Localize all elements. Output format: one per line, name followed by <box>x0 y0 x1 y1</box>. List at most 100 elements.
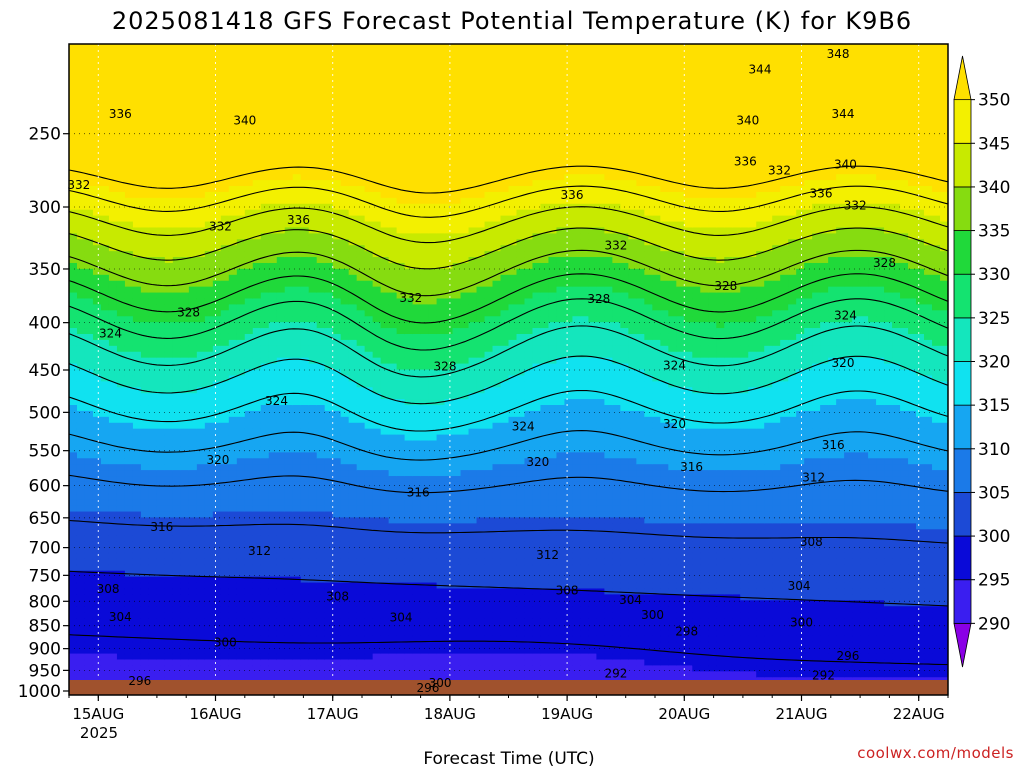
contour-label: 340 <box>736 114 759 128</box>
contour-label: 328 <box>714 279 737 293</box>
contour-label: 332 <box>768 164 791 178</box>
colorbar-swatch <box>953 535 972 581</box>
contour-label: 336 <box>810 186 833 200</box>
contour-label: 336 <box>734 155 757 169</box>
x-axis-label: Forecast Time (UTC) <box>423 749 594 768</box>
y-tick-label: 450 <box>29 361 61 381</box>
contour-label: 298 <box>675 624 698 638</box>
contour-label: 332 <box>399 291 422 305</box>
colorbar-swatch <box>953 579 972 624</box>
colorbar-swatch <box>953 99 972 144</box>
y-tick-label: 550 <box>29 442 61 462</box>
contour-label: 316 <box>150 520 173 534</box>
colorbar-label: 315 <box>978 396 1010 416</box>
y-tick-label: 950 <box>29 661 61 681</box>
colorbar-label: 300 <box>978 527 1010 547</box>
y-tick-label: 1000 <box>18 682 61 702</box>
y-tick-label: 350 <box>29 260 61 280</box>
y-tick-label: 250 <box>29 125 61 145</box>
contour-label: 320 <box>526 455 549 469</box>
contour-label: 296 <box>128 674 151 688</box>
isentrope-320 <box>69 355 948 405</box>
colorbar-swatch <box>953 361 972 406</box>
contour-label: 312 <box>802 471 825 485</box>
colorbar-label: 330 <box>978 265 1010 285</box>
contour-label: 308 <box>556 584 579 598</box>
contour-label: 348 <box>827 47 850 61</box>
colorbar-swatch <box>953 317 972 362</box>
contour-label: 336 <box>287 213 310 227</box>
y-tick-label: 600 <box>29 477 61 497</box>
x-axis-year: 2025 <box>80 724 118 742</box>
colorbar-label: 335 <box>978 222 1010 242</box>
colorbar-swatch <box>953 622 972 668</box>
colorbar-label: 340 <box>978 178 1010 198</box>
y-tick-label: 300 <box>29 198 61 218</box>
x-tick-label: 20AUG <box>658 705 710 723</box>
contour-label: 328 <box>177 306 200 320</box>
y-tick-label: 850 <box>29 617 61 637</box>
isentrope-336 <box>69 249 948 297</box>
isentrope-340 <box>69 227 948 270</box>
colorbar-swatch <box>953 55 972 101</box>
contour-label: 316 <box>822 438 845 452</box>
contour-label: 328 <box>873 256 896 270</box>
contour-label: 304 <box>619 593 642 607</box>
contour-label: 332 <box>604 238 627 252</box>
isentrope-332 <box>69 273 948 324</box>
x-tick-label: 18AUG <box>424 705 476 723</box>
colorbar-label: 295 <box>978 571 1010 591</box>
colorbar: 290 295 300 305 310 315 320 325 330 335 340 345 350 <box>953 55 1010 668</box>
colorbar-label: 290 <box>978 614 1010 634</box>
isentrope-344 <box>69 206 948 244</box>
contour-label: 332 <box>844 199 867 213</box>
contour-label: 324 <box>265 394 288 408</box>
y-axis: 250 300 350 400 450 500 550 600 650 700 750 800 850 9… <box>18 125 69 702</box>
contour-label: 320 <box>206 453 229 467</box>
contour-label: 320 <box>832 356 855 370</box>
contour-label: 316 <box>407 485 430 499</box>
isentrope-300 <box>69 570 948 607</box>
x-tick-label: 19AUG <box>541 705 593 723</box>
ground-strip <box>69 680 948 695</box>
contour-label: 292 <box>812 668 835 682</box>
chart-title: 2025081418 GFS Forecast Potential Temper… <box>112 7 912 35</box>
contour-label: 332 <box>67 178 90 192</box>
contour-label: 324 <box>663 359 686 373</box>
isentrope-324 <box>69 325 948 378</box>
contour-label: 300 <box>641 608 664 622</box>
y-tick-label: 750 <box>29 566 61 586</box>
x-axis: 2025 15AUG 16AUG 17AUG 18AUG 19AUG 20AUG 21AUG… <box>68 695 949 742</box>
colorbar-label: 305 <box>978 483 1010 503</box>
colorbar-label: 350 <box>978 91 1010 111</box>
contour-label: 340 <box>834 158 857 172</box>
contour-label: 308 <box>800 535 823 549</box>
colorbar-swatch <box>953 186 972 231</box>
contour-label: 308 <box>326 590 349 604</box>
colorbar-swatch <box>953 448 972 493</box>
y-tick-label: 500 <box>29 403 61 423</box>
colorbar-label: 320 <box>978 353 1010 373</box>
x-tick-label: 22AUG <box>893 705 945 723</box>
temperature-bands <box>69 44 948 695</box>
contour-label: 328 <box>434 359 457 373</box>
colorbar-swatch <box>953 404 972 450</box>
y-tick-label: 650 <box>29 509 61 529</box>
contour-label: 336 <box>109 107 132 121</box>
y-tick-label: 700 <box>29 539 61 559</box>
contour-label: 344 <box>749 62 772 76</box>
colorbar-swatch <box>953 230 972 275</box>
contour-label: 304 <box>109 610 132 624</box>
y-tick-label: 400 <box>29 314 61 334</box>
colorbar-swatch <box>953 142 972 188</box>
x-tick-label: 15AUG <box>72 705 124 723</box>
contour-label: 340 <box>233 114 256 128</box>
contour-label: 300 <box>429 676 452 690</box>
x-tick-label: 21AUG <box>776 705 828 723</box>
contour-label: 312 <box>536 548 559 562</box>
contour-label: 344 <box>832 107 855 121</box>
colorbar-label: 345 <box>978 134 1010 154</box>
x-tick-label: 17AUG <box>307 705 359 723</box>
